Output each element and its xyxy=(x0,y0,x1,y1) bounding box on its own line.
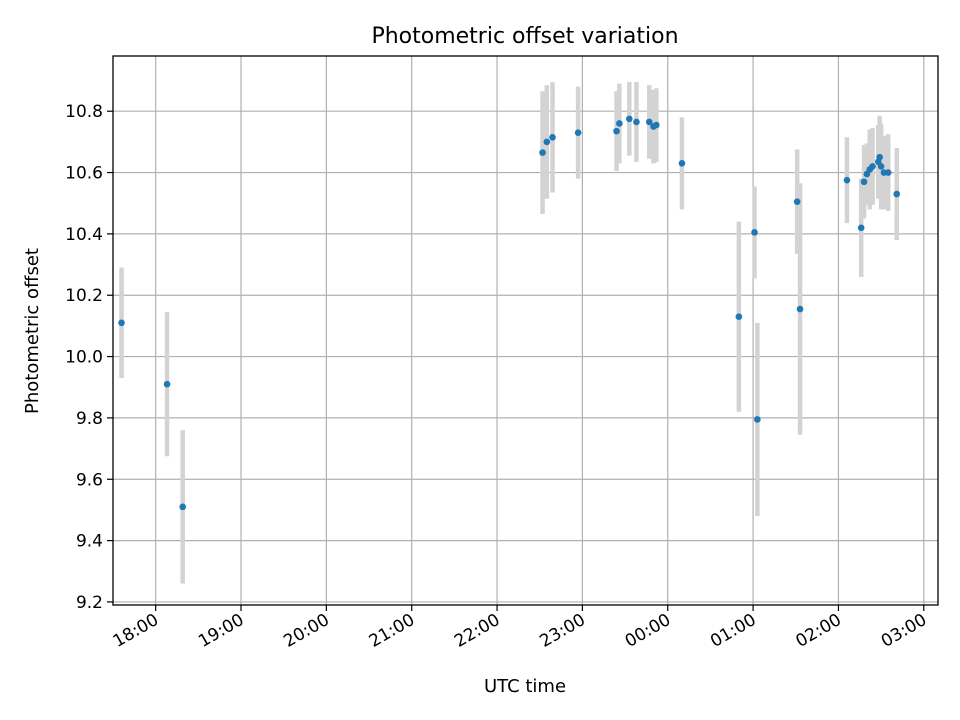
data-point xyxy=(735,313,743,320)
y-tick-label: 9.8 xyxy=(76,409,103,429)
y-tick-label: 9.4 xyxy=(76,532,103,552)
data-point xyxy=(893,190,901,198)
y-axis-label: Photometric offset xyxy=(22,248,43,414)
data-point xyxy=(857,224,865,232)
data-point xyxy=(118,319,125,327)
data-point xyxy=(678,160,686,167)
data-point xyxy=(626,115,633,123)
data-point xyxy=(645,118,653,126)
data-point xyxy=(877,163,885,170)
data-point xyxy=(574,129,582,136)
error-bars xyxy=(119,82,899,584)
data-point xyxy=(860,178,868,186)
data-point xyxy=(843,176,851,184)
data-point xyxy=(884,169,892,176)
data-point xyxy=(751,229,758,236)
data-point xyxy=(539,149,546,156)
y-tick-label: 10.0 xyxy=(65,348,103,368)
plot-frame xyxy=(112,55,939,606)
x-tick-label: 22:00 xyxy=(451,610,503,652)
data-point xyxy=(754,416,761,423)
y-tick-label: 10.8 xyxy=(65,102,103,122)
data-point xyxy=(796,305,804,313)
x-tick-label: 19:00 xyxy=(195,610,247,652)
data-point xyxy=(653,121,660,129)
data-point xyxy=(163,380,171,388)
data-point xyxy=(633,118,640,126)
x-tick-label: 02:00 xyxy=(792,610,844,652)
chart-title: Photometric offset variation xyxy=(371,24,678,49)
y-tick-label: 10.2 xyxy=(65,286,103,306)
data-point xyxy=(876,153,883,161)
x-tick-label: 20:00 xyxy=(280,610,332,652)
data-point xyxy=(869,163,876,170)
y-tick-label: 9.2 xyxy=(76,593,103,613)
y-tick-label: 10.4 xyxy=(65,225,103,245)
data-point xyxy=(793,198,801,205)
x-tick-label: 03:00 xyxy=(878,610,930,652)
data-points xyxy=(118,115,901,511)
x-axis-label: UTC time xyxy=(484,676,566,697)
y-tick-label: 10.6 xyxy=(65,164,103,184)
data-point xyxy=(613,127,620,135)
x-tick-label: 18:00 xyxy=(110,610,162,652)
data-point xyxy=(543,138,551,146)
data-point xyxy=(616,120,623,127)
data-point xyxy=(549,133,556,141)
x-tick-label: 01:00 xyxy=(707,610,759,652)
data-point xyxy=(179,503,186,511)
x-tick-label: 00:00 xyxy=(622,610,674,652)
x-tick-label: 21:00 xyxy=(366,610,418,652)
x-tick-label: 23:00 xyxy=(536,610,588,652)
y-tick-label: 9.6 xyxy=(76,470,103,490)
grid xyxy=(113,56,938,605)
